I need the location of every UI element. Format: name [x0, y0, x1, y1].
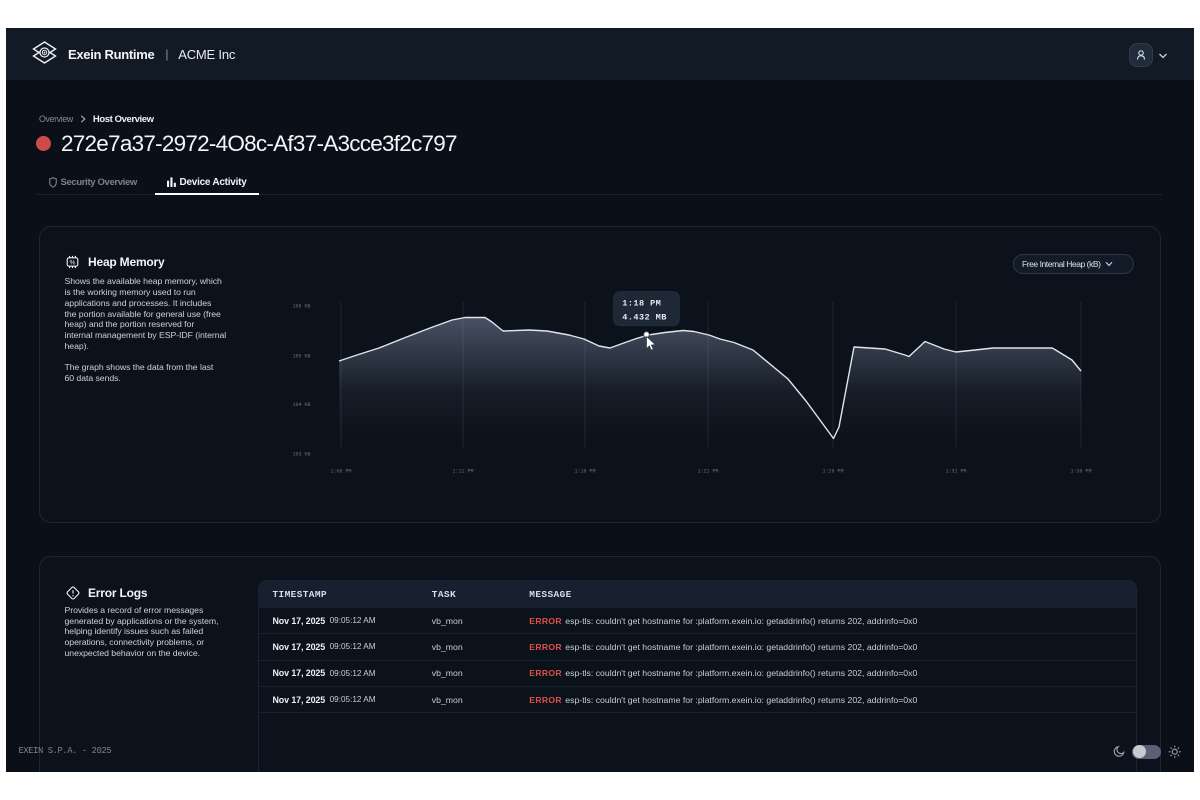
- svg-text:1:21 PM: 1:21 PM: [697, 469, 718, 475]
- svg-text:1:18 PM: 1:18 PM: [622, 298, 661, 308]
- svg-text:106 KB: 106 KB: [292, 303, 310, 309]
- svg-text:105 KB: 105 KB: [292, 353, 310, 359]
- svg-text:1:16 PM: 1:16 PM: [574, 469, 595, 475]
- svg-text:1:31 PM: 1:31 PM: [945, 469, 966, 475]
- svg-text:104 KB: 104 KB: [292, 402, 310, 408]
- svg-text:1:36 PM: 1:36 PM: [1070, 469, 1091, 475]
- svg-text:4.432 MB: 4.432 MB: [622, 312, 666, 322]
- svg-text:1:11 PM: 1:11 PM: [452, 469, 473, 475]
- svg-text:%: %: [69, 259, 75, 266]
- svg-text:1:06 PM: 1:06 PM: [330, 469, 351, 475]
- svg-text:103 KB: 103 KB: [292, 451, 310, 457]
- svg-text:1:26 PM: 1:26 PM: [822, 469, 843, 475]
